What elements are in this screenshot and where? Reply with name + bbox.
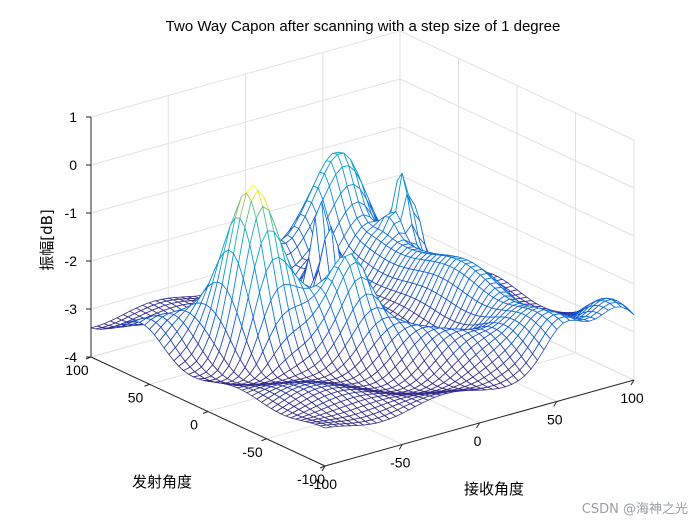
x-axis-label: 接收角度 bbox=[464, 480, 524, 498]
surface-mesh bbox=[90, 151, 635, 429]
y-tick-label: -100 bbox=[297, 471, 325, 487]
z-tick-label: -1 bbox=[65, 205, 78, 221]
surface-cell bbox=[318, 424, 333, 429]
z-tick-label: -2 bbox=[65, 253, 78, 269]
y-axis-label: 发射角度 bbox=[132, 473, 192, 491]
y-tick-label: 0 bbox=[190, 417, 198, 433]
y-tick-label: 100 bbox=[65, 362, 89, 378]
chart-title: Two Way Capon after scanning with a step… bbox=[166, 18, 561, 35]
z-tick-label: -3 bbox=[65, 301, 78, 317]
z-tick-label: 1 bbox=[69, 109, 77, 125]
x-tick-label: 50 bbox=[547, 412, 563, 428]
z-tick-label: -4 bbox=[65, 349, 78, 365]
x-tick-label: -100 bbox=[309, 476, 337, 492]
z-tick-label: 0 bbox=[69, 157, 77, 173]
x-tick-label: 0 bbox=[474, 433, 482, 449]
y-tick-label: -50 bbox=[242, 444, 262, 460]
watermark: CSDN @海神之光 bbox=[582, 502, 688, 517]
z-axis-label: 振幅[dB] bbox=[38, 209, 56, 271]
y-tick-label: 50 bbox=[128, 389, 144, 405]
x-tick-label: -50 bbox=[390, 455, 410, 471]
x-tick-label: 100 bbox=[620, 390, 644, 406]
